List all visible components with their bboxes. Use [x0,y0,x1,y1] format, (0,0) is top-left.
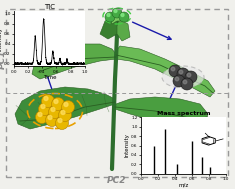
Circle shape [169,65,181,77]
Bar [6,9,228,177]
Circle shape [58,119,62,122]
Circle shape [35,111,48,123]
Circle shape [173,75,185,87]
Circle shape [181,78,193,90]
Circle shape [187,73,191,77]
Circle shape [61,111,65,115]
Circle shape [179,70,183,74]
Ellipse shape [162,66,204,88]
Title: TIC: TIC [44,4,55,10]
Polygon shape [116,46,215,97]
Polygon shape [115,97,208,129]
Circle shape [42,94,55,108]
Circle shape [54,99,58,104]
Circle shape [62,101,74,114]
Circle shape [105,12,115,22]
Polygon shape [32,44,116,79]
Text: PC2: PC2 [107,176,127,185]
Title: Mass spectrum: Mass spectrum [157,111,210,116]
Circle shape [171,67,175,71]
Circle shape [119,12,129,22]
Polygon shape [117,19,130,41]
Circle shape [41,105,45,108]
Circle shape [59,108,71,122]
Circle shape [177,68,189,80]
Circle shape [55,116,68,129]
Polygon shape [15,87,115,129]
Circle shape [46,114,59,126]
Circle shape [114,9,117,12]
Circle shape [121,13,124,16]
Circle shape [48,105,62,119]
X-axis label: Time: Time [43,75,56,80]
X-axis label: m/z: m/z [178,183,188,188]
Circle shape [51,108,55,112]
Circle shape [183,80,187,84]
Polygon shape [100,17,118,39]
Y-axis label: Intensity: Intensity [125,134,130,157]
Text: PC1: PC1 [0,49,7,69]
Circle shape [112,8,122,18]
Circle shape [38,112,42,116]
Circle shape [107,13,110,16]
Circle shape [51,98,64,111]
Polygon shape [110,11,122,24]
Circle shape [44,97,48,101]
Circle shape [64,102,68,106]
Circle shape [185,71,197,83]
Circle shape [175,77,179,81]
Circle shape [39,102,51,115]
Y-axis label: Intensity: Intensity [0,27,3,51]
Circle shape [48,115,52,119]
